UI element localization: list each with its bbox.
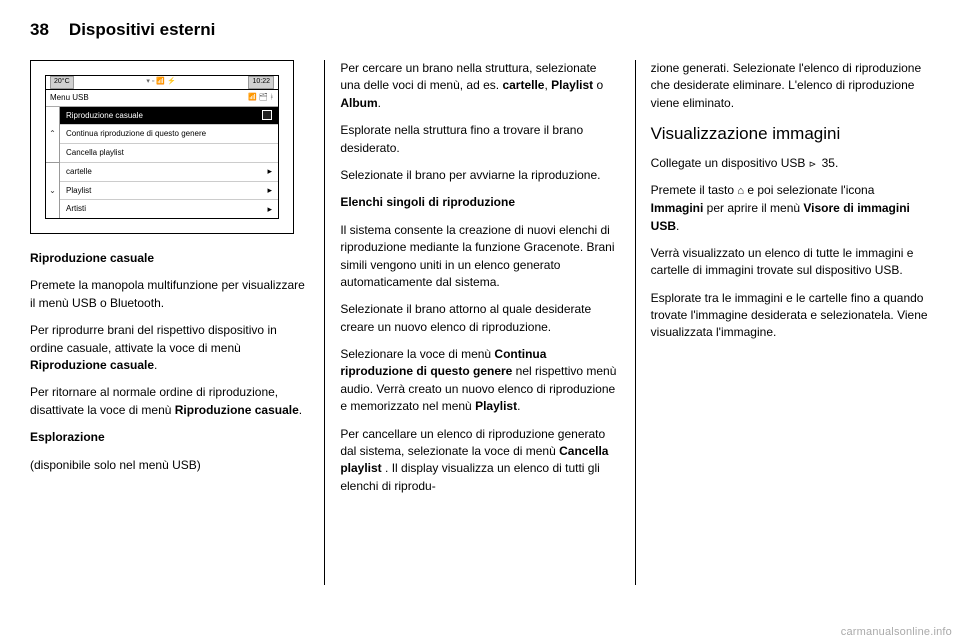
menu-item-label: Cancella playlist [66,147,124,159]
column-3: zione generati. Selezionate l'elenco di … [636,60,930,585]
menu-item-label: Continua riproduzione di questo genere [66,128,206,140]
signal-icons: ▾ ▫ 📶 ⚡ [146,77,175,87]
menu-item: Riproduzione casuale [60,107,278,126]
paragraph: Selezionate il brano per avviarne la rip… [340,167,619,184]
paragraph: zione generati. Selezionate l'elenco di … [651,60,930,112]
menu-item-label: Artisti [66,203,86,215]
paragraph: Selezionate il brano attorno al quale de… [340,301,619,336]
page-number: 38 [30,20,49,40]
menu-item: Artisti ▸ [60,200,278,218]
subheading: Elenchi singoli di riproduzione [340,194,619,211]
device-screenshot: 20°C ▾ ▫ 📶 ⚡ 10:22 Menu USB 📶 🗂 ᚼ ⌃ ⌄ [30,60,294,234]
watermark: carmanualsonline.info [841,626,952,638]
scrollbar: ⌃ ⌄ [46,107,60,218]
paragraph: Per cercare un brano nella struttura, se… [340,60,619,112]
screenshot-body: ⌃ ⌄ Riproduzione casuale Continua riprod… [46,107,278,218]
time-badge: 10:22 [248,76,274,88]
chevron-right-icon: ▸ [267,203,272,216]
paragraph: Per ritornare al normale ordine di ripro… [30,384,309,419]
chevron-right-icon: ▸ [267,184,272,197]
content-area: 20°C ▾ ▫ 📶 ⚡ 10:22 Menu USB 📶 🗂 ᚼ ⌃ ⌄ [0,50,960,605]
page-header: 38 Dispositivi esterni [0,0,960,50]
chapter-title: Dispositivi esterni [69,20,215,40]
paragraph: Esplorate tra le immagini e le cartelle … [651,290,930,342]
status-icons: 📶 🗂 ᚼ [248,93,274,103]
paragraph: Premete la manopola multifunzione per vi… [30,277,309,312]
menu-item-label: cartelle [66,166,92,178]
paragraph: Per cancellare un elenco di riproduzione… [340,426,619,496]
scroll-up-icon: ⌃ [46,107,59,163]
paragraph: Verrà visualizzato un elenco di tutte le… [651,245,930,280]
menu-item: Cancella playlist [60,144,278,163]
column-1: 20°C ▾ ▫ 📶 ⚡ 10:22 Menu USB 📶 🗂 ᚼ ⌃ ⌄ [30,60,324,585]
paragraph: Collegate un dispositivo USB 35. [651,155,930,172]
menu-item: Continua riproduzione di questo genere [60,125,278,144]
paragraph: Selezionare la voce di menù Continua rip… [340,346,619,416]
subheading: Riproduzione casuale [30,250,309,267]
menu-item-label: Riproduzione casuale [66,110,143,122]
menu-item: cartelle ▸ [60,163,278,182]
menu-item: Playlist ▸ [60,182,278,201]
xref-icon [809,156,819,170]
checkbox-icon [262,110,272,120]
paragraph: Premete il tasto e poi selezionate l'ico… [651,182,930,235]
screenshot-menu-title: Menu USB 📶 🗂 ᚼ [46,90,278,107]
paragraph: Per riprodurre brani del rispettivo disp… [30,322,309,374]
paragraph: Esplorate nella struttura fino a trovare… [340,122,619,157]
subheading: Esplorazione [30,429,309,446]
column-2: Per cercare un brano nella struttura, se… [325,60,634,585]
screenshot-topbar: 20°C ▾ ▫ 📶 ⚡ 10:22 [46,76,278,90]
paragraph: (disponibile solo nel menù USB) [30,457,309,474]
menu-item-label: Playlist [66,185,91,197]
chevron-right-icon: ▸ [267,165,272,178]
menu-list: Riproduzione casuale Continua riproduzio… [60,107,278,218]
scroll-down-icon: ⌄ [46,163,59,218]
paragraph: Il sistema consente la creazione di nuov… [340,222,619,292]
temp-badge: 20°C [50,76,74,88]
section-heading: Visualizzazione immagini [651,122,930,147]
menu-title-text: Menu USB [50,92,89,104]
screenshot-frame: 20°C ▾ ▫ 📶 ⚡ 10:22 Menu USB 📶 🗂 ᚼ ⌃ ⌄ [45,75,279,219]
